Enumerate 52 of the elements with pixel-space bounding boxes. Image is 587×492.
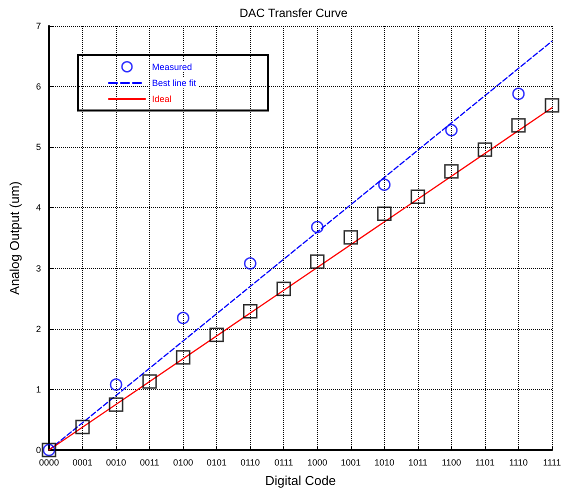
point: [310, 254, 325, 269]
point: [276, 282, 291, 296]
point: [311, 220, 324, 234]
x-tick-label: 1100: [442, 458, 462, 468]
x-tick-label: 1111: [542, 458, 562, 468]
legend-label: Best line fit: [152, 78, 197, 88]
legend-label: Measured: [152, 62, 192, 72]
point: [478, 142, 492, 157]
y-tick-label: 5: [36, 142, 41, 152]
point: [110, 378, 122, 391]
point: [108, 397, 124, 412]
y-tick-label: 6: [36, 82, 41, 92]
point: [511, 118, 526, 133]
y-tick-label: 7: [36, 21, 41, 31]
x-tick-label: 0111: [274, 458, 294, 468]
x-tick-label: 0101: [206, 458, 227, 468]
x-tick-label: 1110: [509, 458, 528, 468]
x-tick-label: 0011: [140, 458, 160, 468]
point: [444, 164, 459, 179]
x-tick-label: 1000: [307, 458, 328, 468]
point: [142, 374, 157, 389]
point: [544, 98, 560, 113]
point: [209, 328, 224, 342]
point: [75, 420, 90, 434]
point: [512, 88, 525, 100]
legend-label: Ideal: [152, 94, 172, 104]
y-tick-label: 0: [36, 445, 41, 455]
x-tick-label: 0110: [240, 458, 260, 468]
point: [242, 304, 258, 319]
x-tick-label: 0010: [106, 458, 126, 468]
point: [244, 257, 256, 270]
y-tick-label: 3: [36, 263, 41, 274]
x-tick-label: 1001: [340, 458, 361, 468]
point: [176, 312, 190, 324]
x-tick-label: 0000: [38, 458, 60, 468]
x-tick-label: 1011: [408, 458, 428, 468]
y-axis-title: Analog Output (um): [7, 181, 22, 295]
point: [410, 190, 426, 204]
y-tick-label: 2: [36, 324, 41, 334]
y-tick-label: 4: [36, 202, 41, 213]
x-tick-label: 1101: [475, 458, 495, 468]
point: [344, 230, 358, 245]
y-tick-label: 1: [36, 384, 41, 394]
x-axis-title: Digital Code: [265, 473, 336, 488]
x-tick-label: 0100: [173, 458, 194, 468]
point: [377, 206, 392, 222]
x-tick-label: 1010: [374, 458, 394, 468]
point: [378, 178, 391, 191]
point: [445, 124, 458, 136]
point: [176, 350, 190, 365]
chart-title: DAC Transfer Curve: [239, 6, 348, 20]
x-tick-label: 0001: [72, 458, 93, 468]
